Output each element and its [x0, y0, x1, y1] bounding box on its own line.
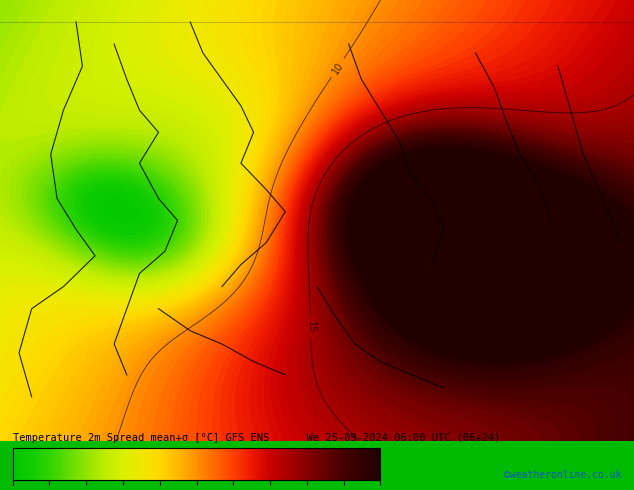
Text: 15: 15 — [306, 321, 316, 334]
Text: Temperature 2m Spread mean+σ [°C] GFS ENS      We 25-09-2024 06:00 UTC (06+24): Temperature 2m Spread mean+σ [°C] GFS EN… — [13, 434, 500, 443]
Text: ©weatheronline.co.uk: ©weatheronline.co.uk — [504, 470, 621, 480]
Text: 10: 10 — [330, 60, 346, 76]
